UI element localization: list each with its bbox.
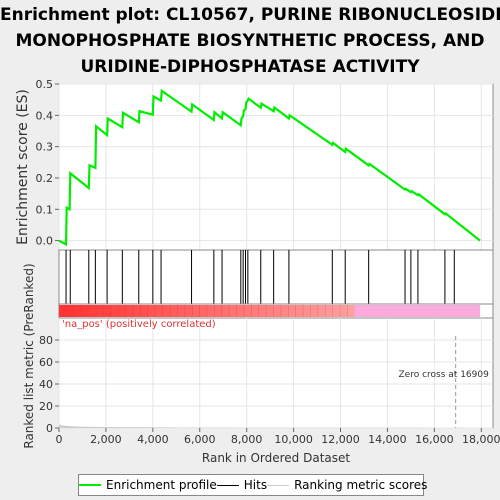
es-y-tick-label: 0.2 xyxy=(36,172,54,185)
legend-ranking-swatch xyxy=(267,484,290,486)
es-y-tick-label: 0.0 xyxy=(36,235,54,248)
band-segment-positive xyxy=(347,305,356,317)
legend-profile-label: Enrichment profile xyxy=(106,478,217,492)
legend: Enrichment profile Hits Ranking metric s… xyxy=(78,474,427,496)
rank-y-tick-label: 20 xyxy=(39,400,53,413)
band-segment-positive xyxy=(251,305,260,317)
band-segment-positive xyxy=(81,305,90,317)
band-segment-positive xyxy=(206,305,215,317)
band-segment-positive xyxy=(332,305,341,317)
x-tick-label: 6,000 xyxy=(184,433,216,446)
band-segment-positive xyxy=(221,305,230,317)
rank-y-axis-label: Ranked list metric (PreRanked) xyxy=(22,263,36,448)
rank-y-tick-label: 80 xyxy=(39,334,53,347)
band-segment-positive xyxy=(177,305,186,317)
legend-ranking-label: Ranking metric scores xyxy=(294,478,428,492)
es-y-tick-label: 0.1 xyxy=(36,203,54,216)
positive-correlation-label: 'na_pos' (positively correlated) xyxy=(62,319,216,330)
legend-hits-label: Hits xyxy=(243,478,268,492)
es-plot-area xyxy=(58,83,494,251)
band-segment-positive xyxy=(132,305,141,317)
band-segment-positive xyxy=(118,305,127,317)
band-segment-positive xyxy=(325,305,333,317)
ranking-plot-area xyxy=(58,317,494,429)
band-segment-positive xyxy=(265,305,274,317)
legend-profile-swatch xyxy=(79,484,101,486)
legend-hits-swatch xyxy=(216,484,239,486)
es-y-tick-label: 0.5 xyxy=(36,78,54,91)
band-segment-positive xyxy=(236,305,245,317)
legend-item-ranking: Ranking metric scores xyxy=(267,478,427,492)
title-line-3: URIDINE-DIPHOSPHATASE ACTIVITY xyxy=(80,57,420,77)
rank-y-tick-label: 0 xyxy=(46,422,53,435)
band-segment-positive xyxy=(317,305,326,317)
band-segment-positive xyxy=(339,305,348,317)
zero-cross-label: Zero cross at 16909 xyxy=(399,370,490,380)
es-y-tick-label: 0.4 xyxy=(36,109,54,122)
legend-item-profile: Enrichment profile xyxy=(79,478,217,492)
x-tick-label: 12,000 xyxy=(321,433,360,446)
chart-title: Enrichment plot: CL10567, PURINE RIBONUC… xyxy=(0,2,500,80)
legend-item-hits: Hits xyxy=(216,478,268,492)
band-segment-positive xyxy=(162,305,171,317)
ranking-metric-area xyxy=(59,424,482,428)
x-tick-label: 2,000 xyxy=(90,433,122,446)
band-segment-positive xyxy=(73,305,82,317)
x-tick-label: 10,000 xyxy=(274,433,313,446)
band-segment-positive xyxy=(258,305,267,317)
band-segment-positive xyxy=(295,305,304,317)
band-segment-positive xyxy=(184,305,193,317)
band-segment-positive xyxy=(125,305,134,317)
band-segment-positive xyxy=(95,305,104,317)
band-segment-positive xyxy=(273,305,282,317)
band-segment-positive xyxy=(192,305,200,317)
x-tick-label: 4,000 xyxy=(137,433,169,446)
band-segment-negative xyxy=(354,305,481,317)
x-tick-label: 18,000 xyxy=(462,433,500,446)
band-segment-positive xyxy=(199,305,208,317)
hits-panel xyxy=(58,249,494,305)
x-tick-label: 16,000 xyxy=(415,433,454,446)
title-line-1: Enrichment plot: CL10567, PURINE RIBONUC… xyxy=(0,5,500,25)
band-segment-positive xyxy=(59,305,67,317)
band-segment-positive xyxy=(310,305,319,317)
band-segment-positive xyxy=(103,305,112,317)
band-segment-positive xyxy=(243,305,252,317)
title-line-2: MONOPHOSPHATE BIOSYNTHETIC PROCESS, AND xyxy=(15,31,485,51)
band-segment-positive xyxy=(140,305,149,317)
x-tick-label: 0 xyxy=(56,433,63,446)
band-segment-positive xyxy=(214,305,223,317)
x-axis-label: Rank in Ordered Dataset xyxy=(202,451,350,465)
es-y-axis-label: Enrichment score (ES) xyxy=(15,89,31,245)
band-segment-positive xyxy=(288,305,296,317)
band-segment-positive xyxy=(110,305,119,317)
band-segment-positive xyxy=(228,305,237,317)
x-tick-label: 14,000 xyxy=(368,433,407,446)
x-tick-label: 8,000 xyxy=(231,433,263,446)
band-segment-positive xyxy=(88,305,97,317)
band-segment-positive xyxy=(169,305,178,317)
rank-y-tick-label: 60 xyxy=(39,356,53,369)
es-y-tick-label: 0.3 xyxy=(36,141,54,154)
band-segment-positive xyxy=(155,305,163,317)
band-segment-positive xyxy=(280,305,289,317)
enrichment-profile-line xyxy=(58,88,481,247)
band-segment-positive xyxy=(66,305,75,317)
band-segment-positive xyxy=(302,305,311,317)
band-segment-positive xyxy=(147,305,156,317)
rank-y-tick-label: 40 xyxy=(39,378,53,391)
